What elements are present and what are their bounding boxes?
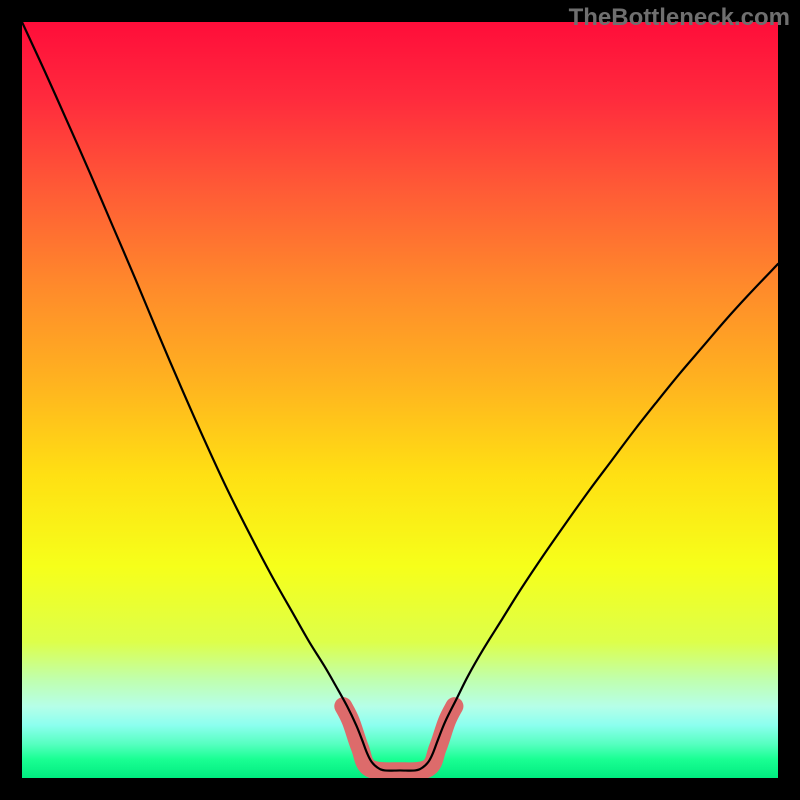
chart-container: TheBottleneck.com bbox=[0, 0, 800, 800]
bottleneck-curve-chart bbox=[0, 0, 800, 800]
gradient-plot-area bbox=[22, 22, 778, 778]
